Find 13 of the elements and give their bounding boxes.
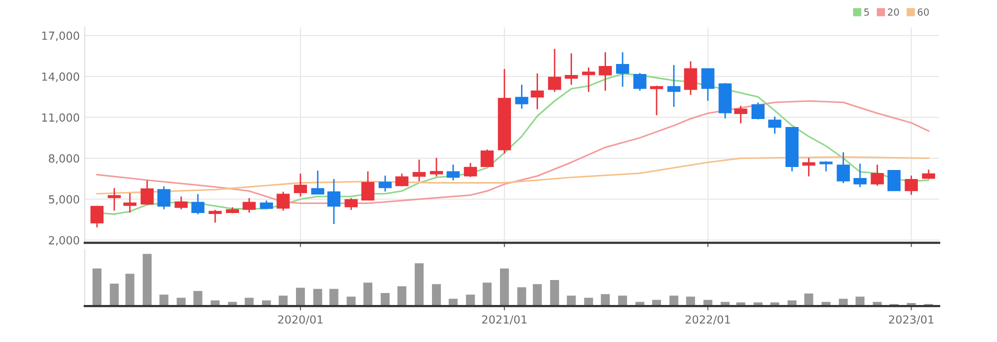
x-tick-label: 2021/01 xyxy=(482,315,526,325)
x-tick-label: 2023/01 xyxy=(889,315,934,325)
x-tick-label: 2022/01 xyxy=(686,315,730,325)
legend-label: 60 xyxy=(918,8,929,16)
y-tick-label: 17,000 xyxy=(42,32,80,42)
y-tick-label: 8,000 xyxy=(48,154,80,164)
y-tick-label: 14,000 xyxy=(42,72,80,82)
x-tick-label: 2020/01 xyxy=(278,315,322,325)
y-tick-label: 2,000 xyxy=(48,236,80,246)
y-tick-label: 5,000 xyxy=(48,195,80,205)
y-tick-label: 11,000 xyxy=(42,113,80,123)
legend-label: 20 xyxy=(888,8,899,16)
legend-label: 5 xyxy=(864,8,869,16)
